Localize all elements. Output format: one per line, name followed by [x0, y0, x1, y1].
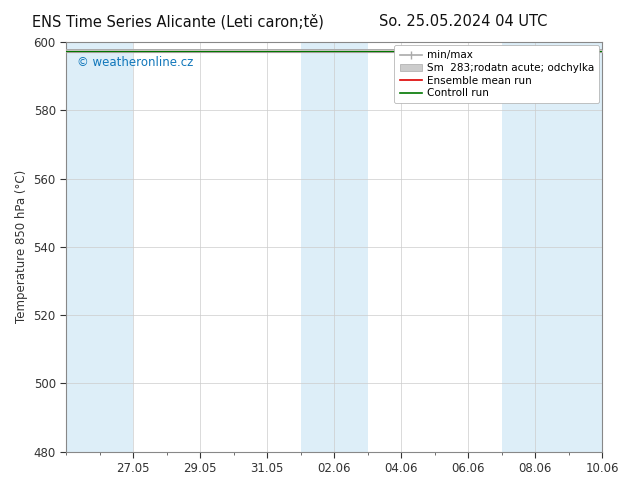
Y-axis label: Temperature 850 hPa (°C): Temperature 850 hPa (°C) [15, 170, 28, 323]
Bar [66, 42, 133, 452]
Bar [301, 42, 368, 452]
Text: So. 25.05.2024 04 UTC: So. 25.05.2024 04 UTC [378, 14, 547, 29]
Legend: min/max, Sm  283;rodatn acute; odchylka, Ensemble mean run, Controll run: min/max, Sm 283;rodatn acute; odchylka, … [394, 45, 599, 103]
Bar [501, 42, 602, 452]
Text: ENS Time Series Alicante (Leti caron;tě): ENS Time Series Alicante (Leti caron;tě) [32, 14, 323, 29]
Text: © weatheronline.cz: © weatheronline.cz [77, 56, 193, 70]
